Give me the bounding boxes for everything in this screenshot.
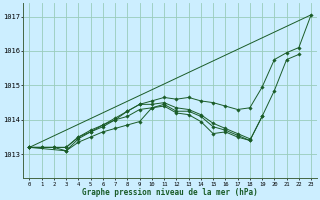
X-axis label: Graphe pression niveau de la mer (hPa): Graphe pression niveau de la mer (hPa)	[82, 188, 258, 197]
